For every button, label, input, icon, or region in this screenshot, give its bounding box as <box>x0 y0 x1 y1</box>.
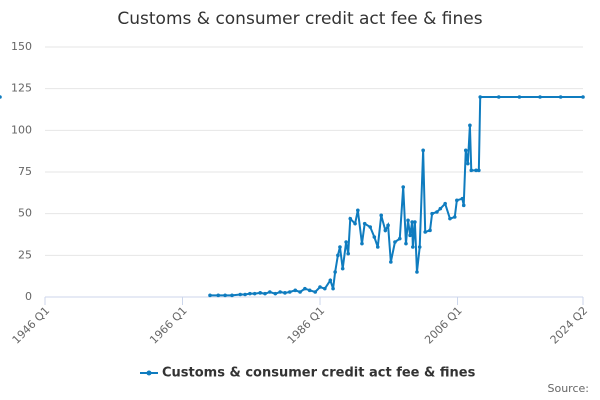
point <box>461 203 466 208</box>
point <box>318 285 322 289</box>
point <box>389 260 393 264</box>
line <box>210 96 583 297</box>
point <box>216 293 221 298</box>
point <box>328 278 333 283</box>
point <box>223 293 227 298</box>
point <box>0 95 2 99</box>
point <box>386 223 390 228</box>
point <box>415 270 419 274</box>
point <box>478 95 483 99</box>
point <box>477 168 481 173</box>
point <box>362 221 367 226</box>
point <box>558 95 563 99</box>
point <box>438 206 443 211</box>
point <box>307 288 312 293</box>
point <box>401 185 406 189</box>
x-tick-label: 1966 Q1 <box>147 304 190 347</box>
point <box>517 95 522 99</box>
point <box>278 290 282 294</box>
y-tick-label: 125 <box>11 82 32 95</box>
point <box>353 221 357 226</box>
point <box>428 228 432 233</box>
point <box>410 220 414 224</box>
point <box>435 210 439 214</box>
point <box>423 230 428 234</box>
y-tick-label: 150 <box>11 40 32 53</box>
y-tick-label: 50 <box>18 207 32 220</box>
point <box>463 148 468 153</box>
point <box>336 253 340 258</box>
legend-marker <box>146 370 152 376</box>
point <box>469 168 474 173</box>
point <box>408 233 412 238</box>
point <box>303 286 307 291</box>
point <box>238 292 243 297</box>
point <box>538 95 542 99</box>
point <box>466 161 470 166</box>
point <box>287 290 292 294</box>
point <box>443 201 447 206</box>
point <box>333 270 337 274</box>
point <box>474 168 478 173</box>
point <box>293 288 298 293</box>
x-tick-label: 1946 Q1 <box>10 304 53 347</box>
point <box>230 293 234 298</box>
point <box>208 293 212 298</box>
chart-title: Customs & consumer credit act fee & fine… <box>117 9 482 29</box>
point <box>273 291 278 296</box>
point <box>346 251 351 256</box>
point <box>356 208 360 213</box>
point <box>379 213 384 218</box>
point <box>406 218 410 223</box>
point <box>368 225 373 229</box>
point <box>496 95 501 99</box>
point <box>323 286 327 291</box>
point <box>360 241 364 246</box>
point <box>404 241 408 246</box>
y-tick-label: 75 <box>18 165 32 178</box>
point <box>243 292 247 297</box>
point <box>331 286 335 291</box>
point <box>448 216 452 221</box>
point <box>252 291 257 296</box>
point <box>393 240 397 244</box>
point <box>581 95 585 99</box>
point <box>340 266 345 271</box>
x-tick-label: 2024 Q2 <box>548 304 591 347</box>
point <box>455 198 459 203</box>
point <box>372 235 377 239</box>
point <box>338 245 342 249</box>
point <box>344 240 348 244</box>
point <box>283 291 287 295</box>
point <box>413 220 417 224</box>
point <box>313 290 318 294</box>
point <box>411 245 415 249</box>
point <box>397 236 402 241</box>
point <box>383 228 388 233</box>
point <box>430 211 434 216</box>
point <box>460 196 465 201</box>
y-tick-label: 25 <box>18 248 32 261</box>
legend-label: Customs & consumer credit act fee & fine… <box>162 366 476 381</box>
y-tick-label: 0 <box>25 290 32 303</box>
y-tick-label: 100 <box>11 123 32 136</box>
point <box>348 216 353 221</box>
x-tick-label: 2006 Q1 <box>422 304 465 347</box>
point <box>298 290 302 294</box>
x-tick-label: 1986 Q1 <box>285 304 328 347</box>
source: Source: <box>548 382 590 395</box>
point <box>452 215 457 219</box>
point <box>258 291 263 295</box>
point <box>417 245 422 249</box>
point <box>421 148 425 153</box>
point <box>263 291 267 296</box>
point <box>268 290 272 294</box>
point <box>248 291 252 296</box>
point <box>375 245 380 249</box>
point <box>468 123 472 128</box>
